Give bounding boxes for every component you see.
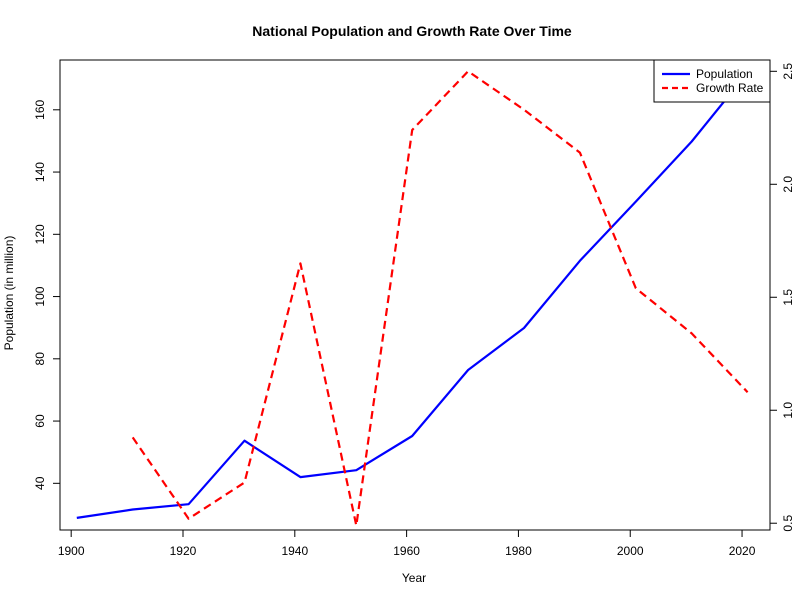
y2-tick-label: 2.5 bbox=[781, 63, 795, 80]
x-tick-label: 2020 bbox=[729, 544, 756, 558]
legend-label: Population bbox=[696, 67, 753, 81]
series-line-population bbox=[76, 71, 749, 519]
legend-box bbox=[653, 59, 771, 103]
y2-tick-label: 1.0 bbox=[781, 402, 795, 419]
y-tick-label: 140 bbox=[33, 162, 47, 182]
x-axis: 1900 1920 1940 1960 1980 2000 2020 bbox=[58, 530, 756, 558]
x-tick-label: 1960 bbox=[393, 544, 420, 558]
y-axis-left: 40 60 80 100 120 140 160 bbox=[33, 99, 60, 490]
y-axis-label: Population (in million) bbox=[2, 236, 16, 351]
y-tick-label: 100 bbox=[33, 286, 47, 306]
x-tick-label: 1940 bbox=[281, 544, 308, 558]
x-tick-label: 1980 bbox=[505, 544, 532, 558]
x-tick-label: 2000 bbox=[617, 544, 644, 558]
y-tick-label: 40 bbox=[33, 476, 47, 490]
x-tick-label: 1900 bbox=[58, 544, 85, 558]
x-axis-label: Year bbox=[402, 571, 426, 585]
y2-tick-label: 2.0 bbox=[781, 176, 795, 193]
y-tick-label: 120 bbox=[33, 224, 47, 244]
legend-label: Growth Rate bbox=[696, 81, 764, 95]
y-tick-label: 160 bbox=[33, 99, 47, 119]
y-tick-label: 60 bbox=[33, 414, 47, 428]
x-tick-label: 1920 bbox=[170, 544, 197, 558]
series-layer bbox=[76, 70, 749, 527]
plot-area-frame bbox=[59, 59, 771, 531]
chart-title: National Population and Growth Rate Over… bbox=[252, 23, 572, 39]
y2-tick-label: 1.5 bbox=[781, 289, 795, 306]
y-tick-label: 80 bbox=[33, 352, 47, 366]
series-line-growth-rate bbox=[131, 70, 749, 527]
y2-tick-label: 0.5 bbox=[781, 515, 795, 532]
y-axis-right: 0.5 1.0 1.5 2.0 2.5 bbox=[770, 63, 795, 532]
